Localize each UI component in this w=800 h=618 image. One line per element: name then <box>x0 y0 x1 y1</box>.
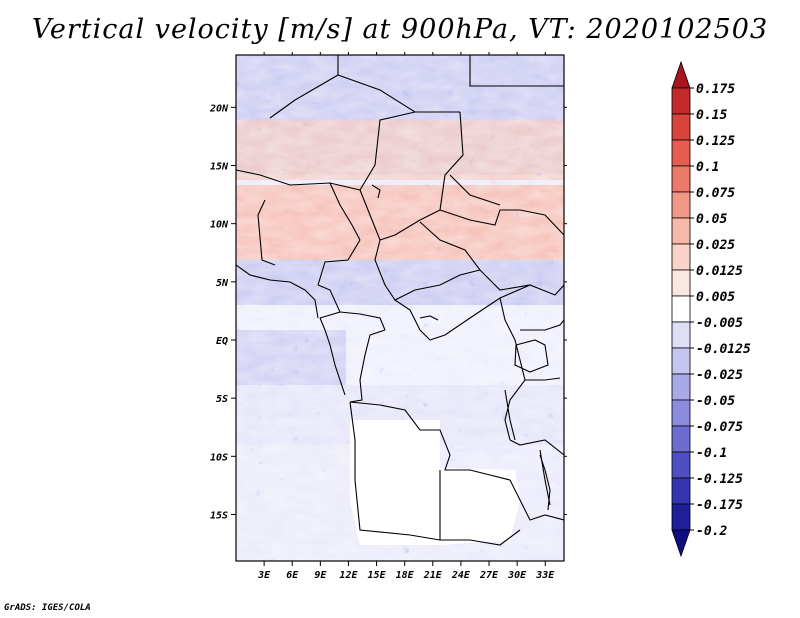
colorbar-segment <box>671 217 691 245</box>
country-borders <box>236 55 564 546</box>
lon-tick-label: 18E <box>396 570 415 581</box>
colorbar-segment <box>671 425 691 453</box>
lon-tick-label: 3E <box>257 570 271 581</box>
lon-tick-label: 21E <box>423 570 443 581</box>
colorbar-segment <box>671 529 691 558</box>
colorbar-label: -0.075 <box>696 420 743 435</box>
lat-tick-label: 15N <box>210 162 229 173</box>
colorbar-label: 0.025 <box>696 238 735 253</box>
colorbar: 0.175 0.15 0.125 0.1 0.075 0.05 0.025 0.0125 0.0… <box>671 60 751 558</box>
colorbar-segment <box>671 399 691 427</box>
colorbar-segment <box>671 60 691 89</box>
colorbar-label: -0.1 <box>696 446 727 461</box>
map-frame <box>235 54 565 562</box>
lat-tick-label: 10S <box>210 452 228 463</box>
lat-tick-label: EQ <box>216 336 228 347</box>
colorbar-label: 0.1 <box>696 160 719 175</box>
colorbar-segment <box>671 477 691 505</box>
colorbar-label: 0.075 <box>696 186 735 201</box>
lat-tick-label: 5S <box>216 394 228 405</box>
colorbar-label: -0.175 <box>696 498 743 513</box>
colorbar-label: 0.005 <box>696 290 735 305</box>
longitude-axis: 3E 6E 9E 12E 15E 18E 21E 24E 27E 30E 33E <box>257 52 555 581</box>
lon-tick-label: 27E <box>479 570 499 581</box>
lat-tick-label: 15S <box>210 510 228 521</box>
lon-tick-label: 33E <box>535 570 555 581</box>
lat-tick-label: 20N <box>209 103 229 114</box>
colorbar-label: 0.175 <box>696 82 735 97</box>
colorbar-segment <box>671 243 691 271</box>
colorbar-segment <box>671 165 691 193</box>
colorbar-segment <box>671 269 691 297</box>
colorbar-label: -0.005 <box>696 316 743 331</box>
colorbar-label: 0.05 <box>696 212 727 227</box>
colorbar-segment <box>671 503 691 531</box>
colorbar-segment <box>671 347 691 375</box>
colorbar-label: 0.125 <box>696 134 735 149</box>
lon-tick-label: 24E <box>451 570 471 581</box>
colorbar-segment <box>671 139 691 167</box>
latitude-axis: 20N 15N 10N 5N EQ 5S 10S 15S <box>209 103 567 521</box>
colorbar-segment <box>671 191 691 219</box>
lat-tick-label: 5N <box>216 278 229 289</box>
lon-tick-label: 30E <box>507 570 527 581</box>
colorbar-segment <box>671 113 691 141</box>
lon-tick-label: 9E <box>314 570 327 581</box>
colorbar-segment <box>671 451 691 479</box>
colorbar-label: 0.0125 <box>696 264 743 279</box>
colorbar-label: -0.05 <box>696 394 735 409</box>
lat-tick-label: 10N <box>210 220 229 231</box>
grads-credit: GrADS: IGES/COLA <box>4 603 91 613</box>
colorbar-segment <box>671 321 691 349</box>
lon-tick-label: 6E <box>286 570 299 581</box>
map-title: Vertical velocity [m/s] at 900hPa, VT: 2… <box>31 14 769 45</box>
colorbar-segment <box>671 295 691 323</box>
vertical-velocity-field <box>236 55 564 561</box>
colorbar-segment <box>671 373 691 401</box>
colorbar-label: -0.125 <box>696 472 743 487</box>
colorbar-label: -0.025 <box>696 368 743 383</box>
colorbar-label: -0.0125 <box>696 342 751 357</box>
lon-tick-label: 12E <box>339 570 358 581</box>
colorbar-label: -0.2 <box>696 524 727 539</box>
colorbar-label: 0.15 <box>696 108 727 123</box>
lon-tick-label: 15E <box>368 570 387 581</box>
colorbar-segment <box>671 87 691 115</box>
